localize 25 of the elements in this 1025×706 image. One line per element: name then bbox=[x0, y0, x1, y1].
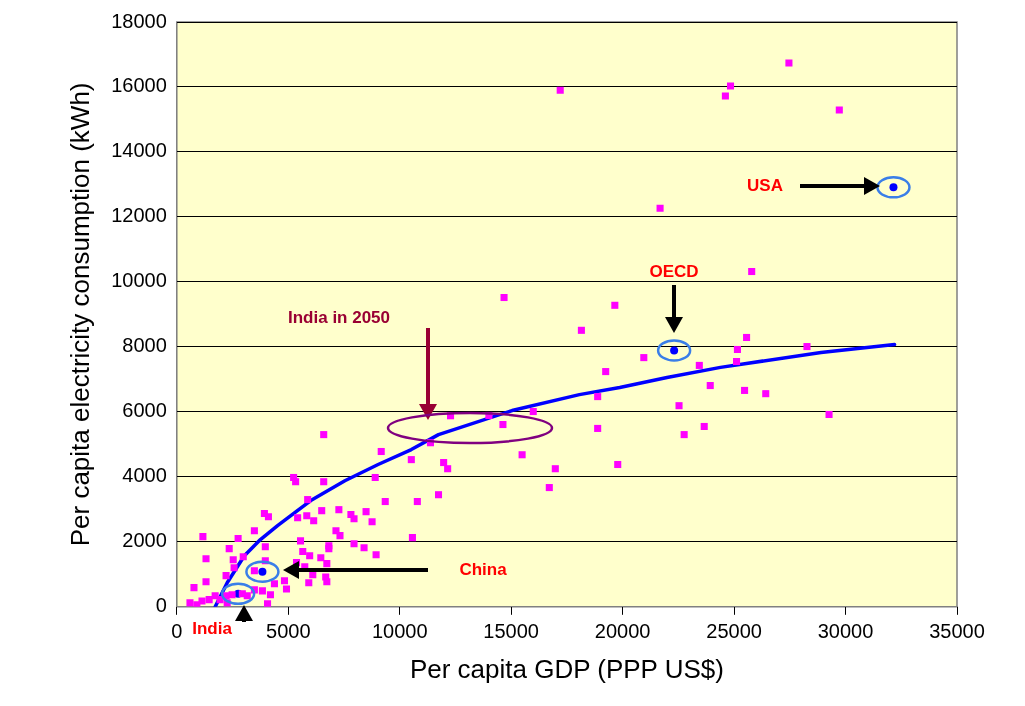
y-tick-label: 0 bbox=[155, 594, 167, 617]
x-tick-label: 0 bbox=[171, 620, 183, 643]
annotation: China bbox=[459, 559, 508, 579]
x-tick-label: 10000 bbox=[371, 620, 428, 643]
y-tick-label: 10000 bbox=[111, 269, 167, 292]
y-tick-label: 6000 bbox=[122, 399, 167, 422]
y-tick-label: 4000 bbox=[122, 464, 167, 487]
annotation: India in 2050 bbox=[287, 307, 391, 327]
y-tick-label: 14000 bbox=[111, 139, 167, 162]
y-tick-label: 2000 bbox=[122, 529, 167, 552]
y-axis-title: Per capita electricity consumption (kWh) bbox=[64, 82, 95, 547]
y-tick-label: 16000 bbox=[111, 74, 167, 97]
y-tick-label: 8000 bbox=[122, 334, 167, 357]
y-tick-label: 12000 bbox=[111, 204, 167, 227]
x-tick-label: 25000 bbox=[706, 620, 762, 643]
annotation: OECD bbox=[649, 261, 699, 281]
y-tick-label: 18000 bbox=[111, 9, 167, 32]
x-tick-label: 20000 bbox=[594, 620, 651, 643]
x-tick-label: 35000 bbox=[929, 620, 985, 643]
text: India bbox=[192, 618, 233, 638]
x-tick-label: 15000 bbox=[483, 620, 539, 643]
x-tick-label: 30000 bbox=[817, 620, 874, 643]
annotation: USA bbox=[747, 175, 783, 195]
x-axis-title: Per capita GDP (PPP US$) bbox=[409, 653, 724, 684]
x-tick-label: 5000 bbox=[266, 620, 311, 643]
